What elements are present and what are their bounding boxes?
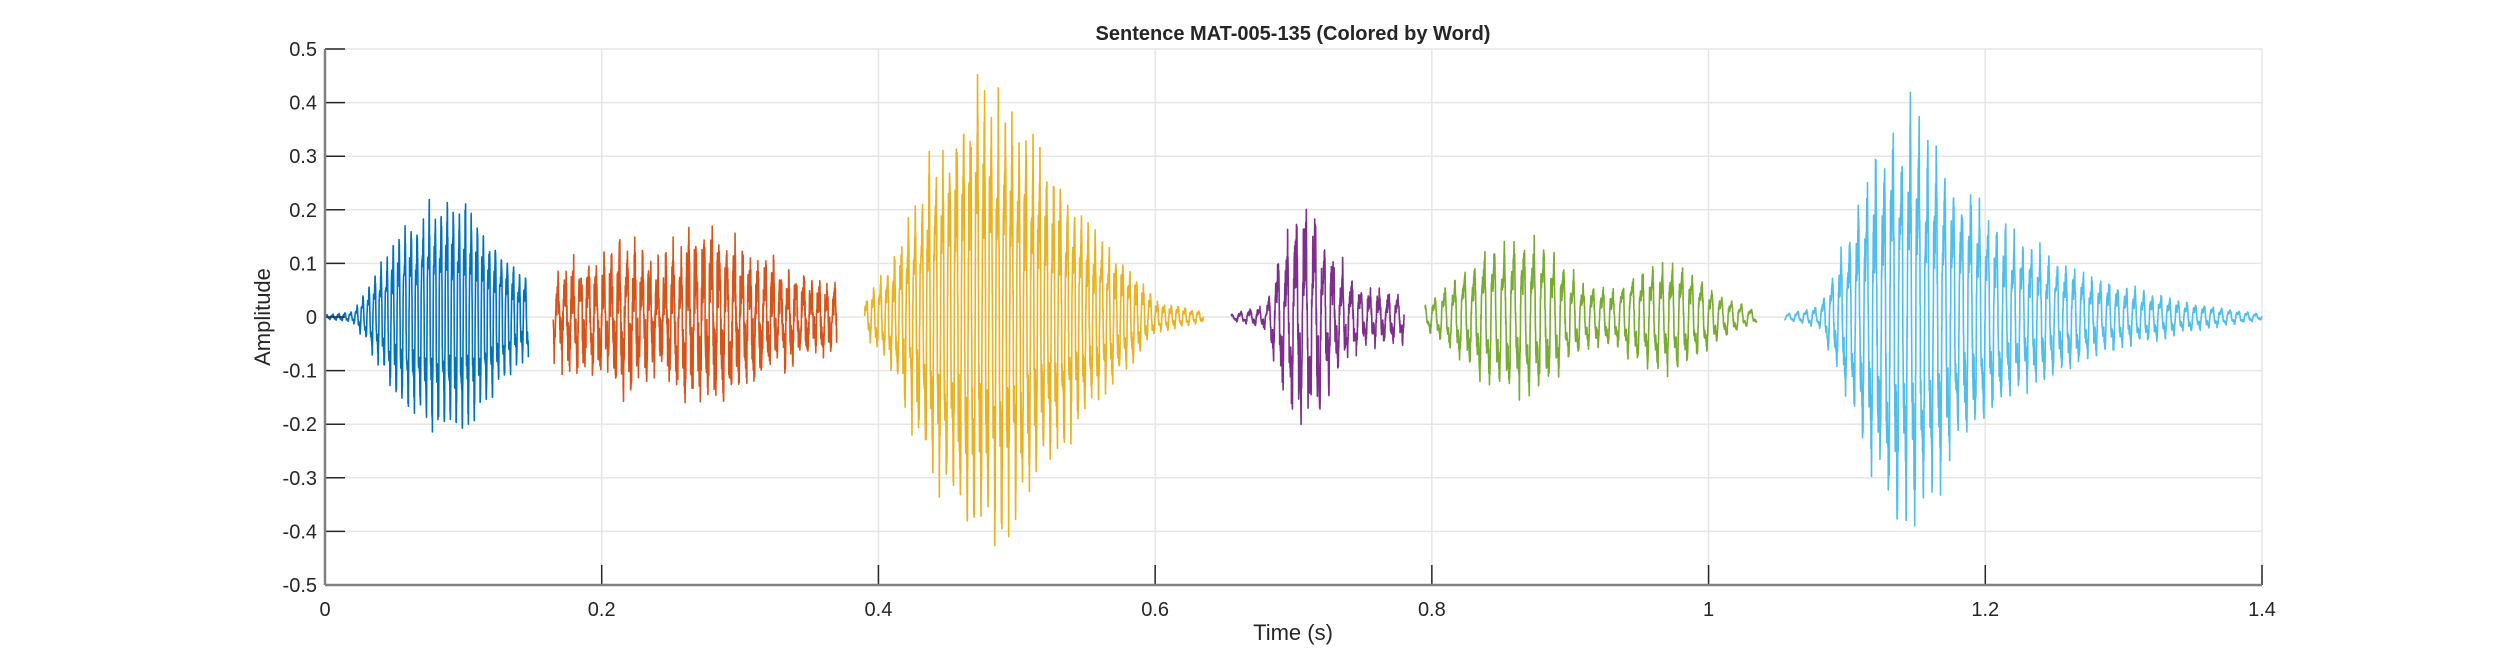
y-tick-label: -0.5 [283, 575, 317, 597]
waveform-word-5 [1424, 234, 1758, 401]
y-tick-label: -0.4 [283, 521, 317, 543]
x-axis-label: Time (s) [1253, 620, 1333, 645]
x-tick-label: 1.2 [1971, 599, 1999, 621]
chart-title: Sentence MAT-005-135 (Colored by Word) [1096, 23, 1491, 45]
y-axis-label: Amplitude [250, 268, 275, 366]
y-tick-label: 0.5 [289, 39, 317, 61]
x-tick-label: 1.4 [2248, 599, 2276, 621]
y-tick-label: -0.3 [283, 468, 317, 490]
y-tick-label: -0.2 [283, 414, 317, 436]
x-tick-label: 0.2 [588, 599, 616, 621]
waveform-series [324, 73, 2263, 547]
waveform-word-1 [324, 198, 530, 433]
axes: 0 0.2 0.4 0.6 0.8 1 1.2 1.4 -0.5 -0.4 -0.3 -0.2 -0.1… [283, 39, 2276, 621]
waveform-word-2 [552, 225, 838, 404]
y-tick-label: 0 [306, 307, 317, 329]
y-tick-label: 0.2 [289, 200, 317, 222]
y-tick-label: -0.1 [283, 361, 317, 383]
waveform-word-6 [1783, 91, 2263, 527]
waveform-word-4 [1230, 208, 1405, 426]
x-tick-label: 0.6 [1141, 599, 1169, 621]
y-tick-label: 0.1 [289, 253, 317, 275]
x-tick-label: 0 [319, 599, 330, 621]
x-tick-label: 0.8 [1418, 599, 1446, 621]
waveform-word-3 [863, 73, 1205, 547]
y-tick-label: 0.3 [289, 146, 317, 168]
x-tick-label: 1 [1703, 599, 1714, 621]
x-tick-label: 0.4 [865, 599, 893, 621]
y-tick-label: 0.4 [289, 93, 317, 115]
